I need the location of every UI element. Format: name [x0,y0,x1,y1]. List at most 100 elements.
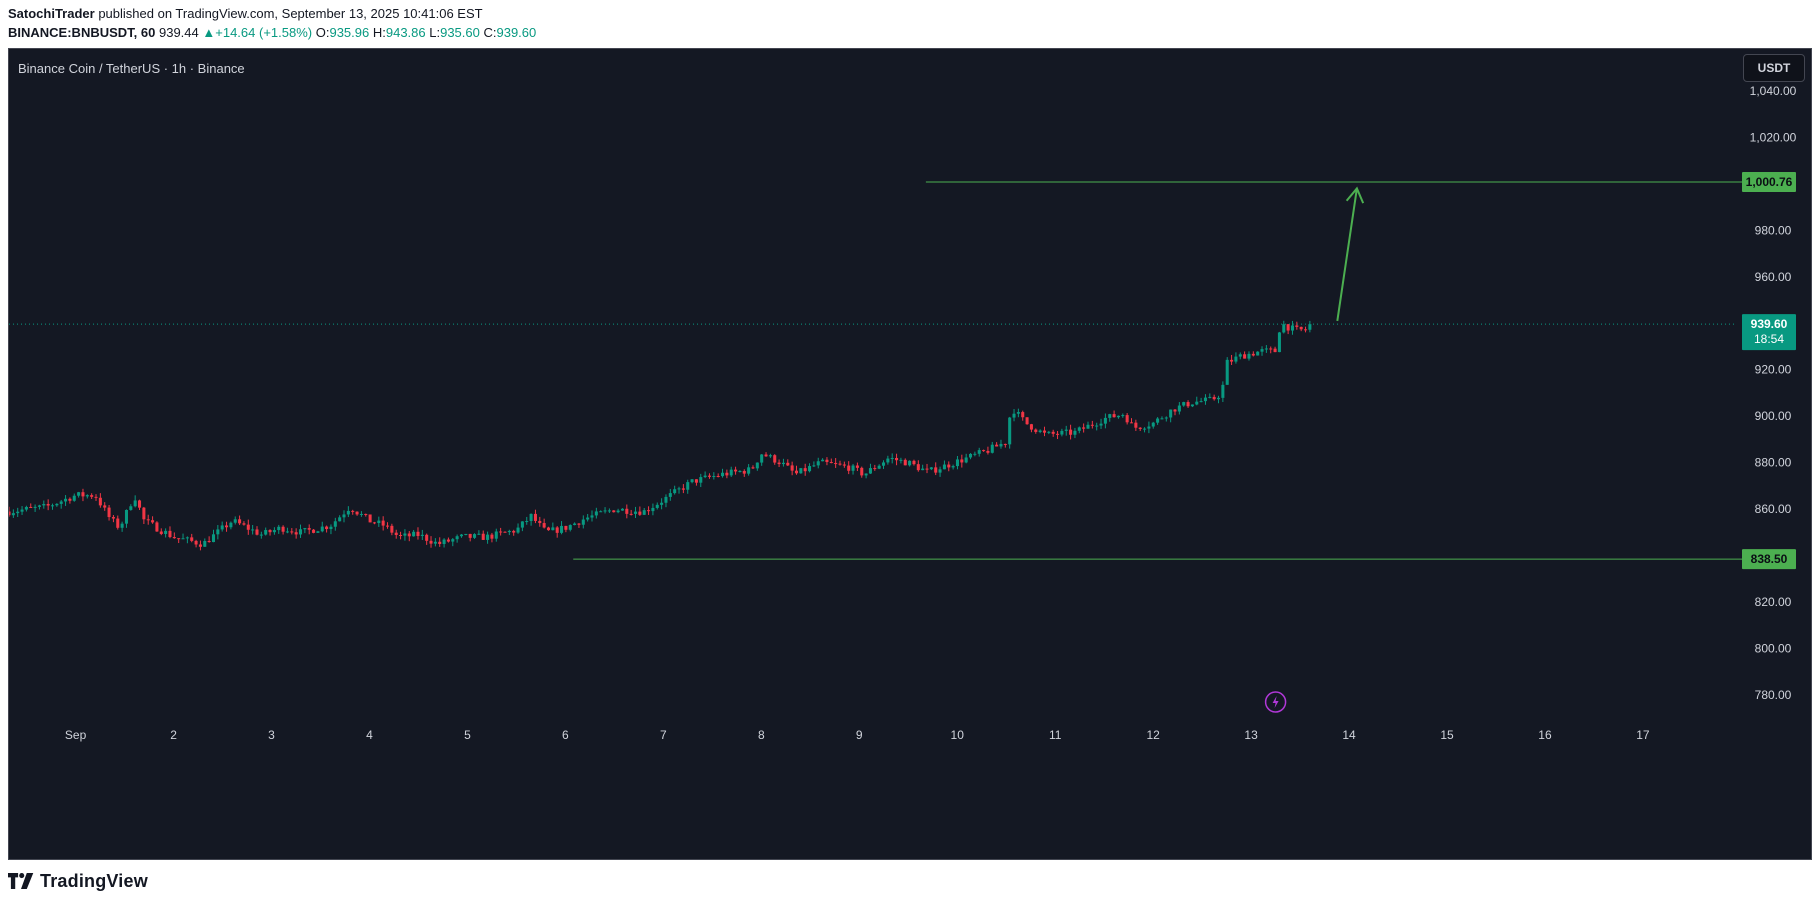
candle-body [912,460,916,465]
candle-body [1225,359,1229,385]
candle-body [1029,424,1033,430]
candle-body [1086,424,1090,429]
candle-body [647,510,651,512]
candle-body [50,505,55,507]
chart-panel[interactable]: 780.00 800.00 820.00 860.00 880.00 900.00 920.… [8,48,1812,860]
candle-body [1143,428,1147,430]
candle-body [1103,417,1107,424]
candle-body [368,514,372,523]
candle-body [1064,429,1068,431]
open-label: O: [315,25,330,40]
candle-body [546,527,551,531]
candle-body [124,509,128,524]
currency-button[interactable]: USDT [1743,54,1805,82]
candle-body [1238,354,1242,357]
candle-body [242,523,246,525]
candle-body [773,455,777,463]
candle-body [612,510,616,513]
candle-body [320,526,324,532]
candle-body [155,522,159,532]
candle-body [216,529,220,535]
chart-canvas[interactable]: 780.00 800.00 820.00 860.00 880.00 900.00 920.… [9,49,1811,859]
candle-body [655,504,659,508]
candle-body [1008,417,1012,445]
candle-body [412,531,416,537]
candle-body [903,459,907,466]
tradingview-brand: TradingView [40,870,148,891]
candle-body [908,460,912,466]
candle-body [1073,430,1077,435]
candle-body [1269,348,1273,350]
candle-body [203,541,207,547]
candle-body [442,539,446,544]
candle-body [420,534,424,536]
candle-body [760,454,764,463]
candle-body [294,532,298,535]
candle-body [1177,405,1181,412]
candle-body [1169,409,1173,418]
candle-body [568,525,572,530]
candle-body [607,510,611,512]
candle-body [1138,427,1142,429]
tradingview-footer[interactable]: TradingView [8,870,148,892]
tradingview-logo-icon [8,873,34,889]
x-tick-label: 4 [366,728,373,742]
candle-body [1212,396,1216,400]
lightning-icon [1264,691,1287,713]
candle-body [520,521,524,528]
change-value: +14.64 (+1.58%) [215,25,313,40]
x-tick-label: 17 [1636,728,1650,742]
candle-body [786,462,790,466]
candle-body [642,510,646,515]
candle-body [494,531,498,539]
candle-body [55,503,59,506]
candle-body [1295,325,1299,327]
candle-body [808,466,812,472]
candle-body [842,464,846,466]
candle-body [429,540,433,544]
y-tick-label: 860.00 [1755,502,1792,516]
candle-body [1147,426,1151,429]
candle-body [307,528,311,530]
candle-body [1156,418,1160,423]
candle-body [947,464,951,468]
target-arrow-head [1345,186,1365,204]
candle-body [64,498,68,502]
candle-body [799,468,803,474]
x-tick-label: 10 [951,728,965,742]
current-price-badge [1742,314,1796,351]
close-value: 939.60 [496,25,537,40]
candle-body [594,511,598,516]
x-tick-label: 7 [660,728,667,742]
x-tick-label: 6 [562,728,569,742]
candle-body [9,511,11,516]
candle-body [855,465,859,468]
candle-body [916,464,920,471]
candle-body [751,467,755,469]
open-value: 935.96 [329,25,370,40]
candle-body [660,502,664,505]
candle-body [1003,443,1007,445]
candle-body [516,527,520,533]
candle-body [1151,422,1155,427]
candle-body [1247,353,1251,359]
candle-body [742,470,746,474]
candle-body [616,510,620,513]
candle-body [538,520,542,524]
candle-body [194,540,198,545]
candle-body [964,457,968,463]
candle-body [233,519,237,523]
candle-body [533,513,537,521]
publisher-name[interactable]: SatochiTrader [8,6,95,21]
candle-body [1282,324,1286,333]
candle-body [764,454,768,457]
candle-body [507,530,511,533]
x-tick-label: 13 [1244,728,1258,742]
x-tick-label: 15 [1440,728,1454,742]
candle-body [729,469,733,476]
candle-body [1195,401,1199,405]
candle-body [829,462,833,464]
candle-body [781,462,785,465]
candle-body [881,462,886,466]
candle-body [1182,402,1186,406]
